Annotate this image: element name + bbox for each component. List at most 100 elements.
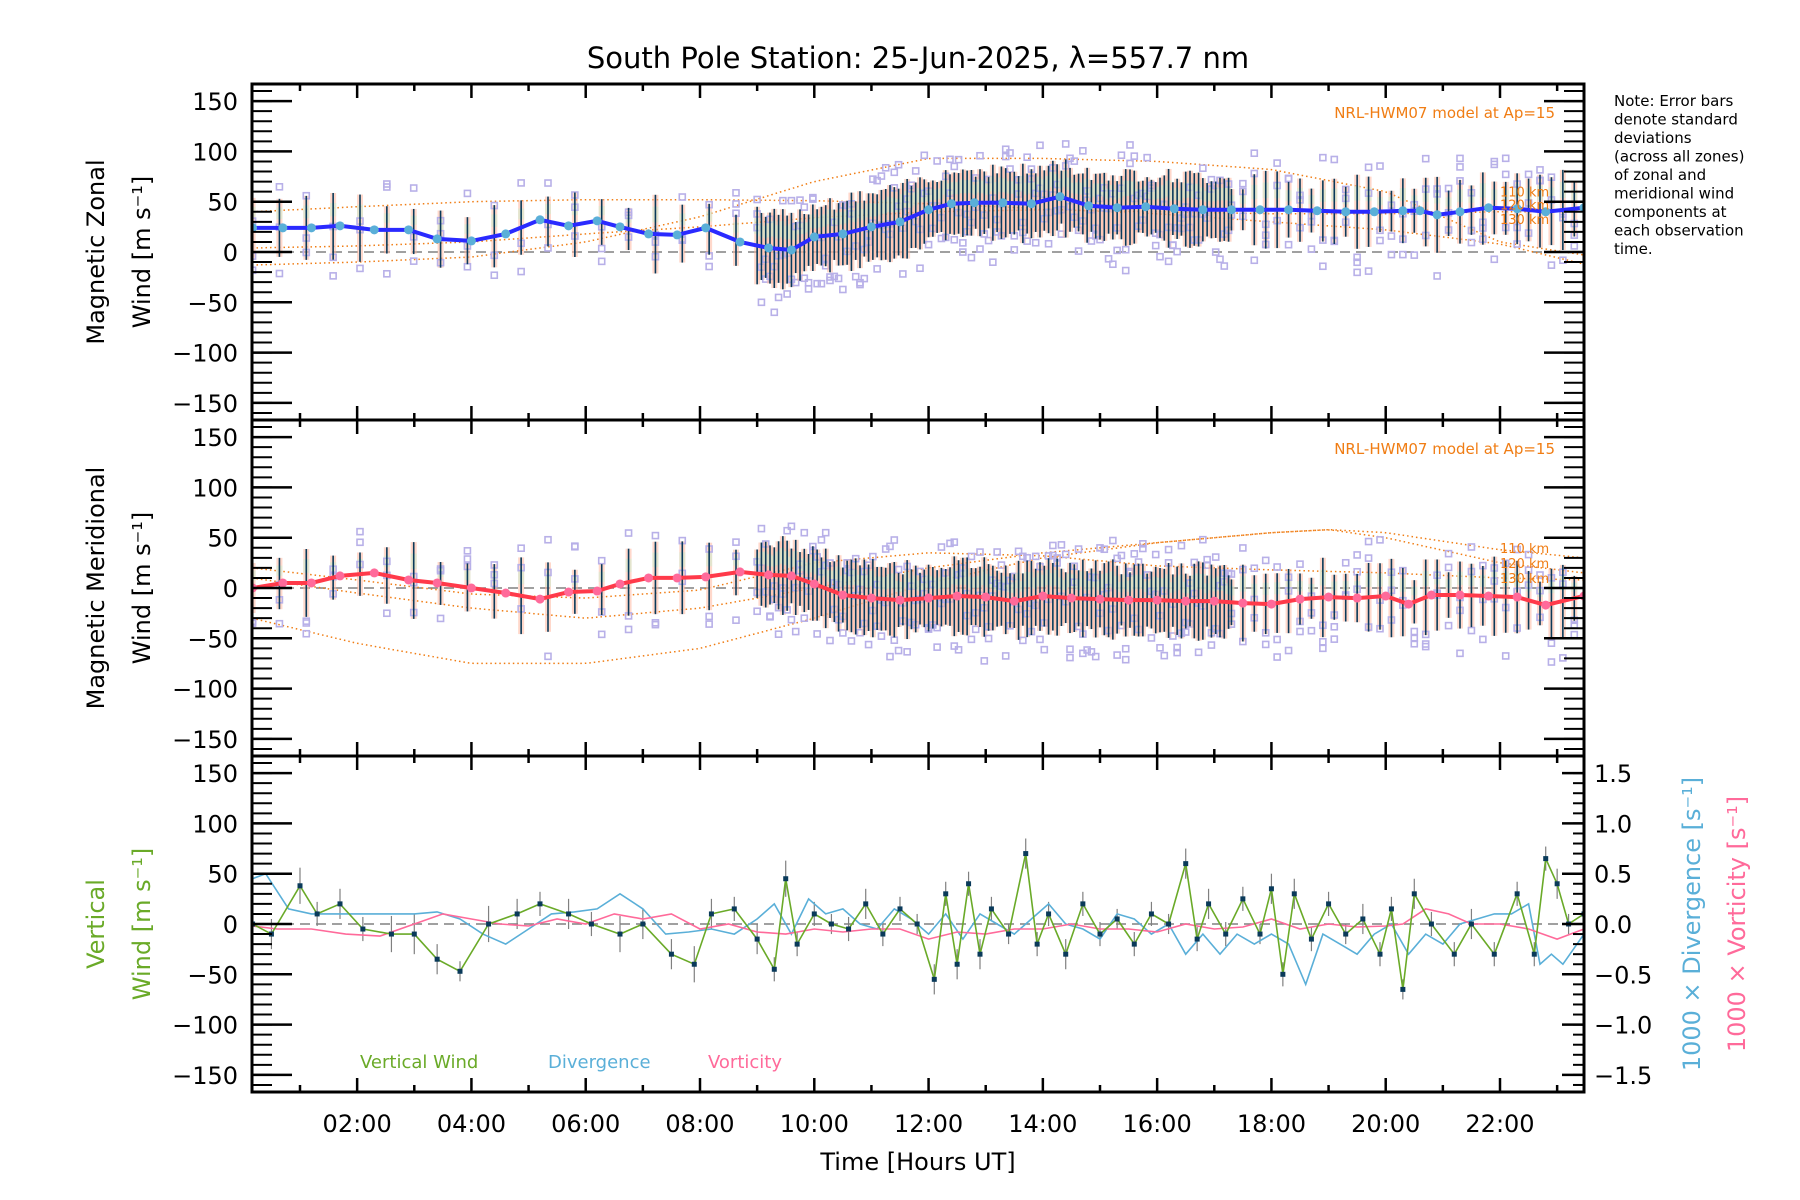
zone-point (1319, 262, 1327, 271)
mean-wind-point (672, 230, 682, 240)
altitude-label: 110 km (1500, 186, 1549, 201)
vertical-wind-point (1326, 901, 1332, 907)
zone-point (1066, 653, 1074, 662)
panel-vertical: Vertical Wind Divergence Vorticity Vertical… (82, 754, 1751, 1094)
zone-point (1307, 245, 1316, 253)
note-line: of zonal and (1614, 166, 1706, 184)
y-tick-label: 100 (192, 474, 238, 502)
y-axis-label-line1: Magnetic Meridional (82, 467, 110, 710)
mean-wind-point (895, 595, 905, 605)
x-tick-label: 22:00 (1465, 1110, 1534, 1138)
zone-point (1410, 627, 1419, 636)
zone-point (864, 640, 873, 649)
vertical-wind-point (1428, 921, 1434, 927)
zone-point (1074, 545, 1083, 553)
zone-point (954, 155, 963, 164)
zone-point (800, 274, 809, 283)
altitude-label: 130 km (1500, 572, 1549, 587)
zone-point (830, 272, 839, 281)
zone-point (1307, 626, 1316, 635)
divergence-axis-label: 1000 × Divergence [s⁻¹] (1678, 777, 1706, 1071)
zone-point (356, 527, 364, 536)
zone-point (1117, 551, 1126, 560)
mean-wind-point (306, 578, 316, 588)
zone-point (1164, 257, 1173, 266)
zone-point (624, 625, 633, 634)
zone-point (1353, 567, 1361, 576)
mean-wind-point (564, 587, 574, 597)
zone-point (1079, 147, 1087, 155)
zone-point (1353, 268, 1361, 277)
vertical-wind-point (297, 883, 303, 889)
note-line: (across all zones) (1614, 148, 1744, 166)
zone-point (517, 544, 525, 552)
vertical-wind-point (640, 921, 646, 927)
zone-point (1273, 159, 1281, 167)
zone-band (252, 206, 256, 219)
zone-point (787, 615, 796, 624)
mean-wind-point (1181, 596, 1191, 606)
chart-title: South Pole Station: 25-Jun-2025, λ=557.7… (587, 41, 1249, 75)
note-line: denote standard (1614, 111, 1738, 129)
vertical-wind-point (1343, 931, 1349, 937)
mean-wind-point (1209, 596, 1219, 606)
zone-point (886, 652, 894, 661)
zone-point (302, 629, 311, 638)
zone-point (1387, 250, 1396, 259)
zone-point (869, 552, 877, 561)
mean-wind-point (1038, 591, 1048, 601)
vertical-wind-point (1240, 896, 1246, 902)
vertical-wind-point (434, 956, 440, 962)
mean-wind-point (1541, 600, 1551, 610)
zone-point (1479, 635, 1487, 644)
mean-wind-point (432, 578, 442, 588)
zone-point (774, 630, 783, 638)
mean-wind-point (735, 567, 745, 577)
zone-point (800, 614, 809, 622)
zone-point (813, 630, 821, 638)
plot-area (252, 140, 1584, 317)
mean-wind-point (672, 573, 682, 583)
zone-point (1220, 262, 1229, 270)
y-tick-label: 0 (223, 911, 238, 939)
zone-point (1199, 164, 1207, 172)
vertical-wind-point (1206, 901, 1212, 907)
zone-point (1421, 154, 1430, 163)
y-tick-label: −150 (172, 1062, 238, 1090)
zone-point (791, 627, 800, 636)
right-tick-label: −0.5 (1594, 961, 1652, 989)
zone-point (976, 548, 984, 556)
zone-point (1169, 241, 1177, 249)
zone-point (1156, 252, 1164, 261)
vertical-wind-point (754, 936, 760, 942)
zone-point (787, 522, 796, 531)
zone-point (1421, 642, 1430, 651)
zone-point (490, 271, 499, 280)
zone-point (804, 285, 813, 293)
zone-point (383, 269, 391, 278)
mean-wind-point (1415, 206, 1425, 216)
zone-point (463, 555, 472, 563)
y-axis-label-line2: Wind [m s⁻¹] (128, 848, 156, 1000)
zone-point (881, 163, 890, 172)
zone-point (1113, 246, 1121, 255)
zone-point (783, 526, 791, 535)
right-tick-label: 0.0 (1594, 911, 1632, 939)
zone-point (1126, 141, 1134, 149)
zone-point (597, 244, 606, 253)
mean-wind-point (466, 583, 476, 593)
vertical-wind-point (1131, 941, 1137, 947)
vertical-wind-point (1166, 921, 1172, 927)
zone-point (886, 542, 894, 551)
zone-point (1501, 652, 1510, 660)
zone-point (1151, 241, 1160, 250)
mean-wind-point (501, 588, 511, 598)
zone-point (1284, 174, 1293, 183)
zone-point (1273, 563, 1281, 571)
mean-wind-point (1484, 203, 1494, 213)
vertical-wind-point (1114, 916, 1120, 922)
mean-wind-point (1426, 590, 1436, 600)
x-tick-labels: 02:00 04:00 06:00 08:00 10:00 12:00 14:00 16:00… (323, 1110, 1535, 1138)
zone-point (517, 267, 525, 276)
zone-point (1216, 255, 1224, 264)
